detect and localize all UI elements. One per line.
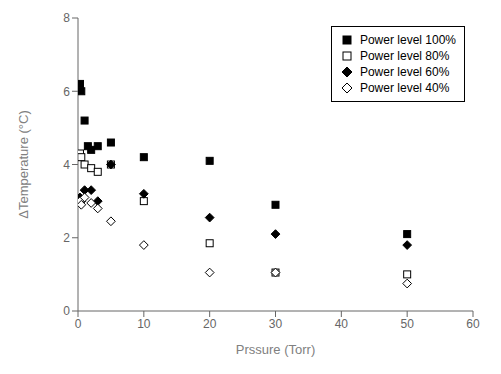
svg-text:6: 6 — [63, 85, 70, 99]
svg-text:50: 50 — [400, 317, 414, 331]
svg-text:0: 0 — [63, 304, 70, 318]
svg-text:Prssure (Torr): Prssure (Torr) — [236, 342, 315, 357]
svg-text:60: 60 — [466, 317, 480, 331]
html-text:Power level 60%: Power level 60% — [359, 65, 450, 79]
svg-text:30: 30 — [269, 317, 283, 331]
svg-text:40: 40 — [335, 317, 349, 331]
html-text:Power level 100%: Power level 100% — [359, 33, 456, 47]
html-text:Power level 80%: Power level 80% — [359, 49, 450, 63]
svg-text:20: 20 — [203, 317, 217, 331]
svg-text:0: 0 — [75, 317, 82, 331]
svg-text:2: 2 — [63, 231, 70, 245]
svg-text:10: 10 — [137, 317, 151, 331]
svg-text:8: 8 — [63, 11, 70, 25]
svg-text:ΔTemperature (°C): ΔTemperature (°C) — [16, 110, 31, 219]
html-text:Power level 40%: Power level 40% — [359, 81, 450, 95]
svg-text:4: 4 — [63, 158, 70, 172]
